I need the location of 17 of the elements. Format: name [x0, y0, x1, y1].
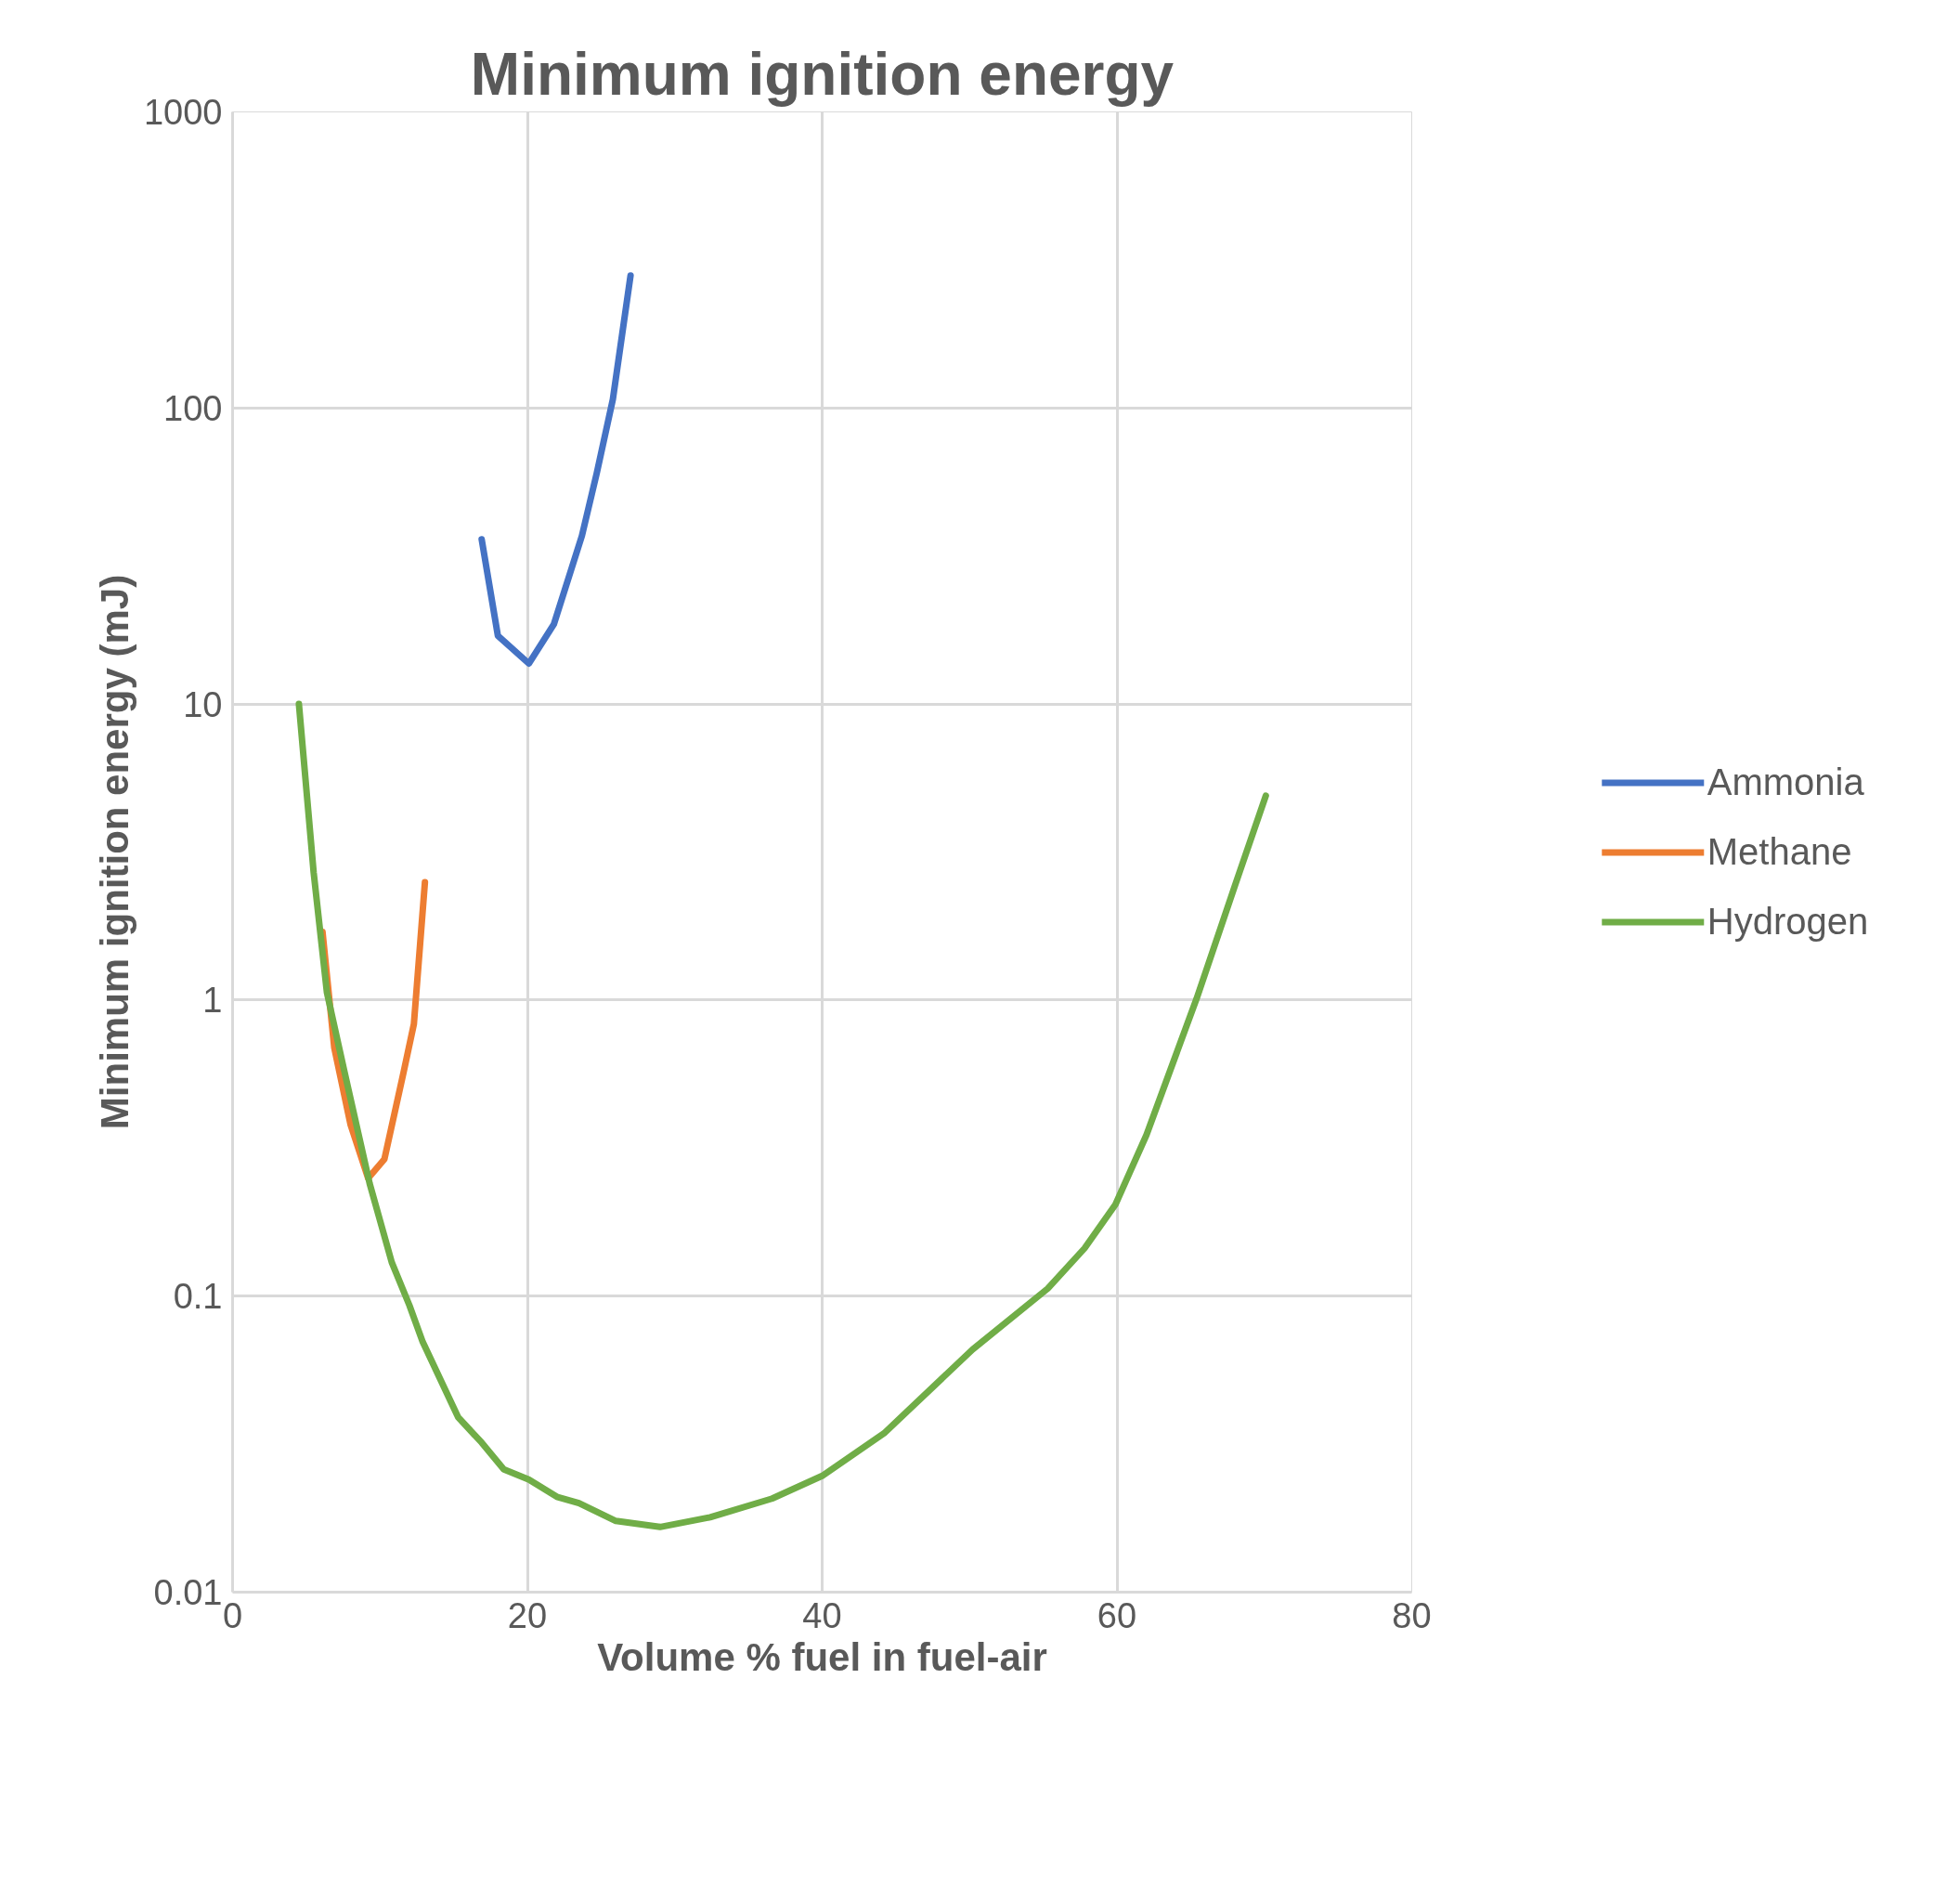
- x-tick-label: 60: [1097, 1595, 1137, 1635]
- legend-label: Ammonia: [1707, 761, 1864, 803]
- legend-label: Hydrogen: [1707, 900, 1869, 943]
- x-tick-label: 40: [802, 1595, 842, 1635]
- x-tick-label: 80: [1392, 1595, 1432, 1635]
- x-axis-title: Volume % fuel in fuel-air: [597, 1634, 1047, 1679]
- y-tick-label: 1000: [143, 93, 223, 132]
- x-tick-label: 20: [507, 1595, 548, 1635]
- y-tick-label: 100: [163, 388, 223, 428]
- x-tick-label: 0: [222, 1595, 243, 1635]
- y-axis-title: Minimum ignition energy (mJ): [92, 574, 136, 1130]
- y-tick-label: 1: [202, 981, 223, 1021]
- chart-title: Minimum ignition energy: [470, 40, 1175, 108]
- legend-label: Methane: [1707, 830, 1852, 873]
- y-tick-label: 10: [183, 684, 223, 724]
- y-tick-label: 0.01: [153, 1573, 223, 1612]
- y-tick-label: 0.1: [173, 1277, 223, 1317]
